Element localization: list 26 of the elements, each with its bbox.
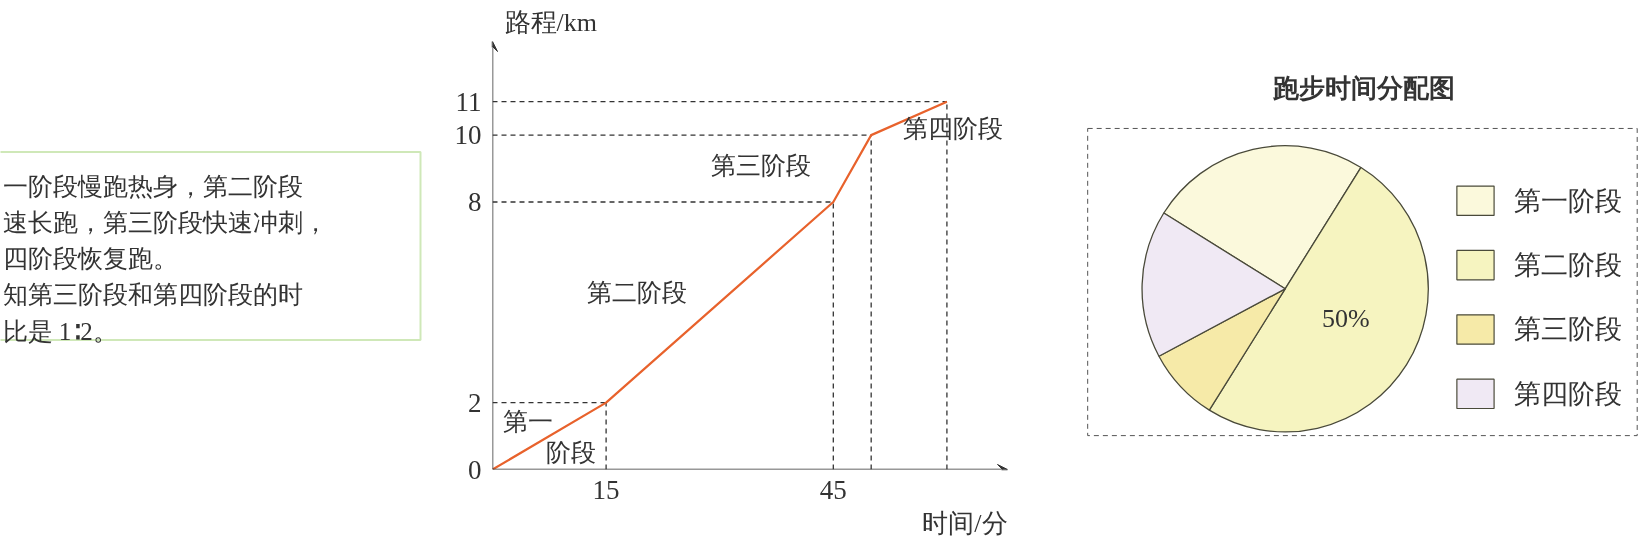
annotation: 第四阶段: [902, 114, 1003, 142]
text: 知第三阶段和第四阶段的时: [2, 281, 303, 309]
y-tick-label: 11: [455, 86, 482, 117]
annotation: 阶段: [546, 439, 597, 467]
legend-label: 第三阶段: [1514, 314, 1623, 345]
y-tick-label: 10: [454, 120, 482, 151]
annotation: 第一: [502, 407, 553, 435]
data-label: 50%: [1322, 304, 1370, 334]
text: 四阶段恢复跑。: [2, 245, 178, 273]
annotation: 第二阶段: [586, 278, 687, 306]
line-series: [492, 100, 949, 470]
y-tick-label: 8: [468, 187, 482, 217]
x-axis-title: 时间/分: [922, 508, 1008, 538]
chart-title: 跑步时间分配图: [1271, 72, 1455, 103]
legend-label: 第二阶段: [1514, 250, 1623, 281]
text: 速长跑，第三阶段快速冲刺，: [2, 208, 328, 236]
y-tick-label: 0: [468, 454, 482, 485]
annotation: 第三阶段: [711, 151, 812, 179]
legend-label: 第一阶段: [1514, 185, 1623, 216]
x-tick-label: 45: [819, 474, 847, 505]
legend-label: 第四阶段: [1514, 378, 1623, 409]
y-axis-title: 路程/km: [504, 7, 597, 37]
y-tick-label: 2: [468, 387, 482, 418]
text: 一阶段慢跑热身，第二阶段: [2, 172, 303, 200]
text: 比是 1∶2。: [2, 317, 118, 345]
x-tick-label: 15: [592, 474, 620, 505]
